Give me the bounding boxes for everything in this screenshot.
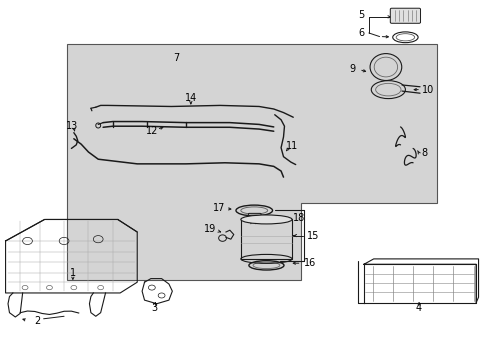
Text: 15: 15	[306, 231, 318, 240]
Polygon shape	[66, 44, 436, 280]
Text: 14: 14	[184, 93, 197, 103]
Ellipse shape	[241, 215, 291, 224]
Text: 18: 18	[292, 213, 304, 223]
Text: 19: 19	[204, 225, 216, 234]
Text: 8: 8	[421, 148, 427, 158]
Text: 11: 11	[285, 141, 298, 151]
Text: 7: 7	[173, 53, 179, 63]
FancyBboxPatch shape	[389, 8, 420, 23]
Text: 12: 12	[145, 126, 158, 136]
Text: 4: 4	[415, 303, 421, 313]
Text: 16: 16	[304, 258, 316, 268]
Text: 3: 3	[151, 303, 157, 313]
Text: 1: 1	[70, 268, 76, 278]
Text: 5: 5	[358, 10, 364, 20]
Text: 6: 6	[358, 28, 364, 38]
Bar	[241, 220, 291, 259]
Text: 13: 13	[66, 121, 79, 131]
Text: 9: 9	[349, 64, 355, 74]
Text: 2: 2	[34, 316, 41, 325]
Text: 17: 17	[212, 203, 225, 213]
Text: 10: 10	[421, 85, 433, 95]
